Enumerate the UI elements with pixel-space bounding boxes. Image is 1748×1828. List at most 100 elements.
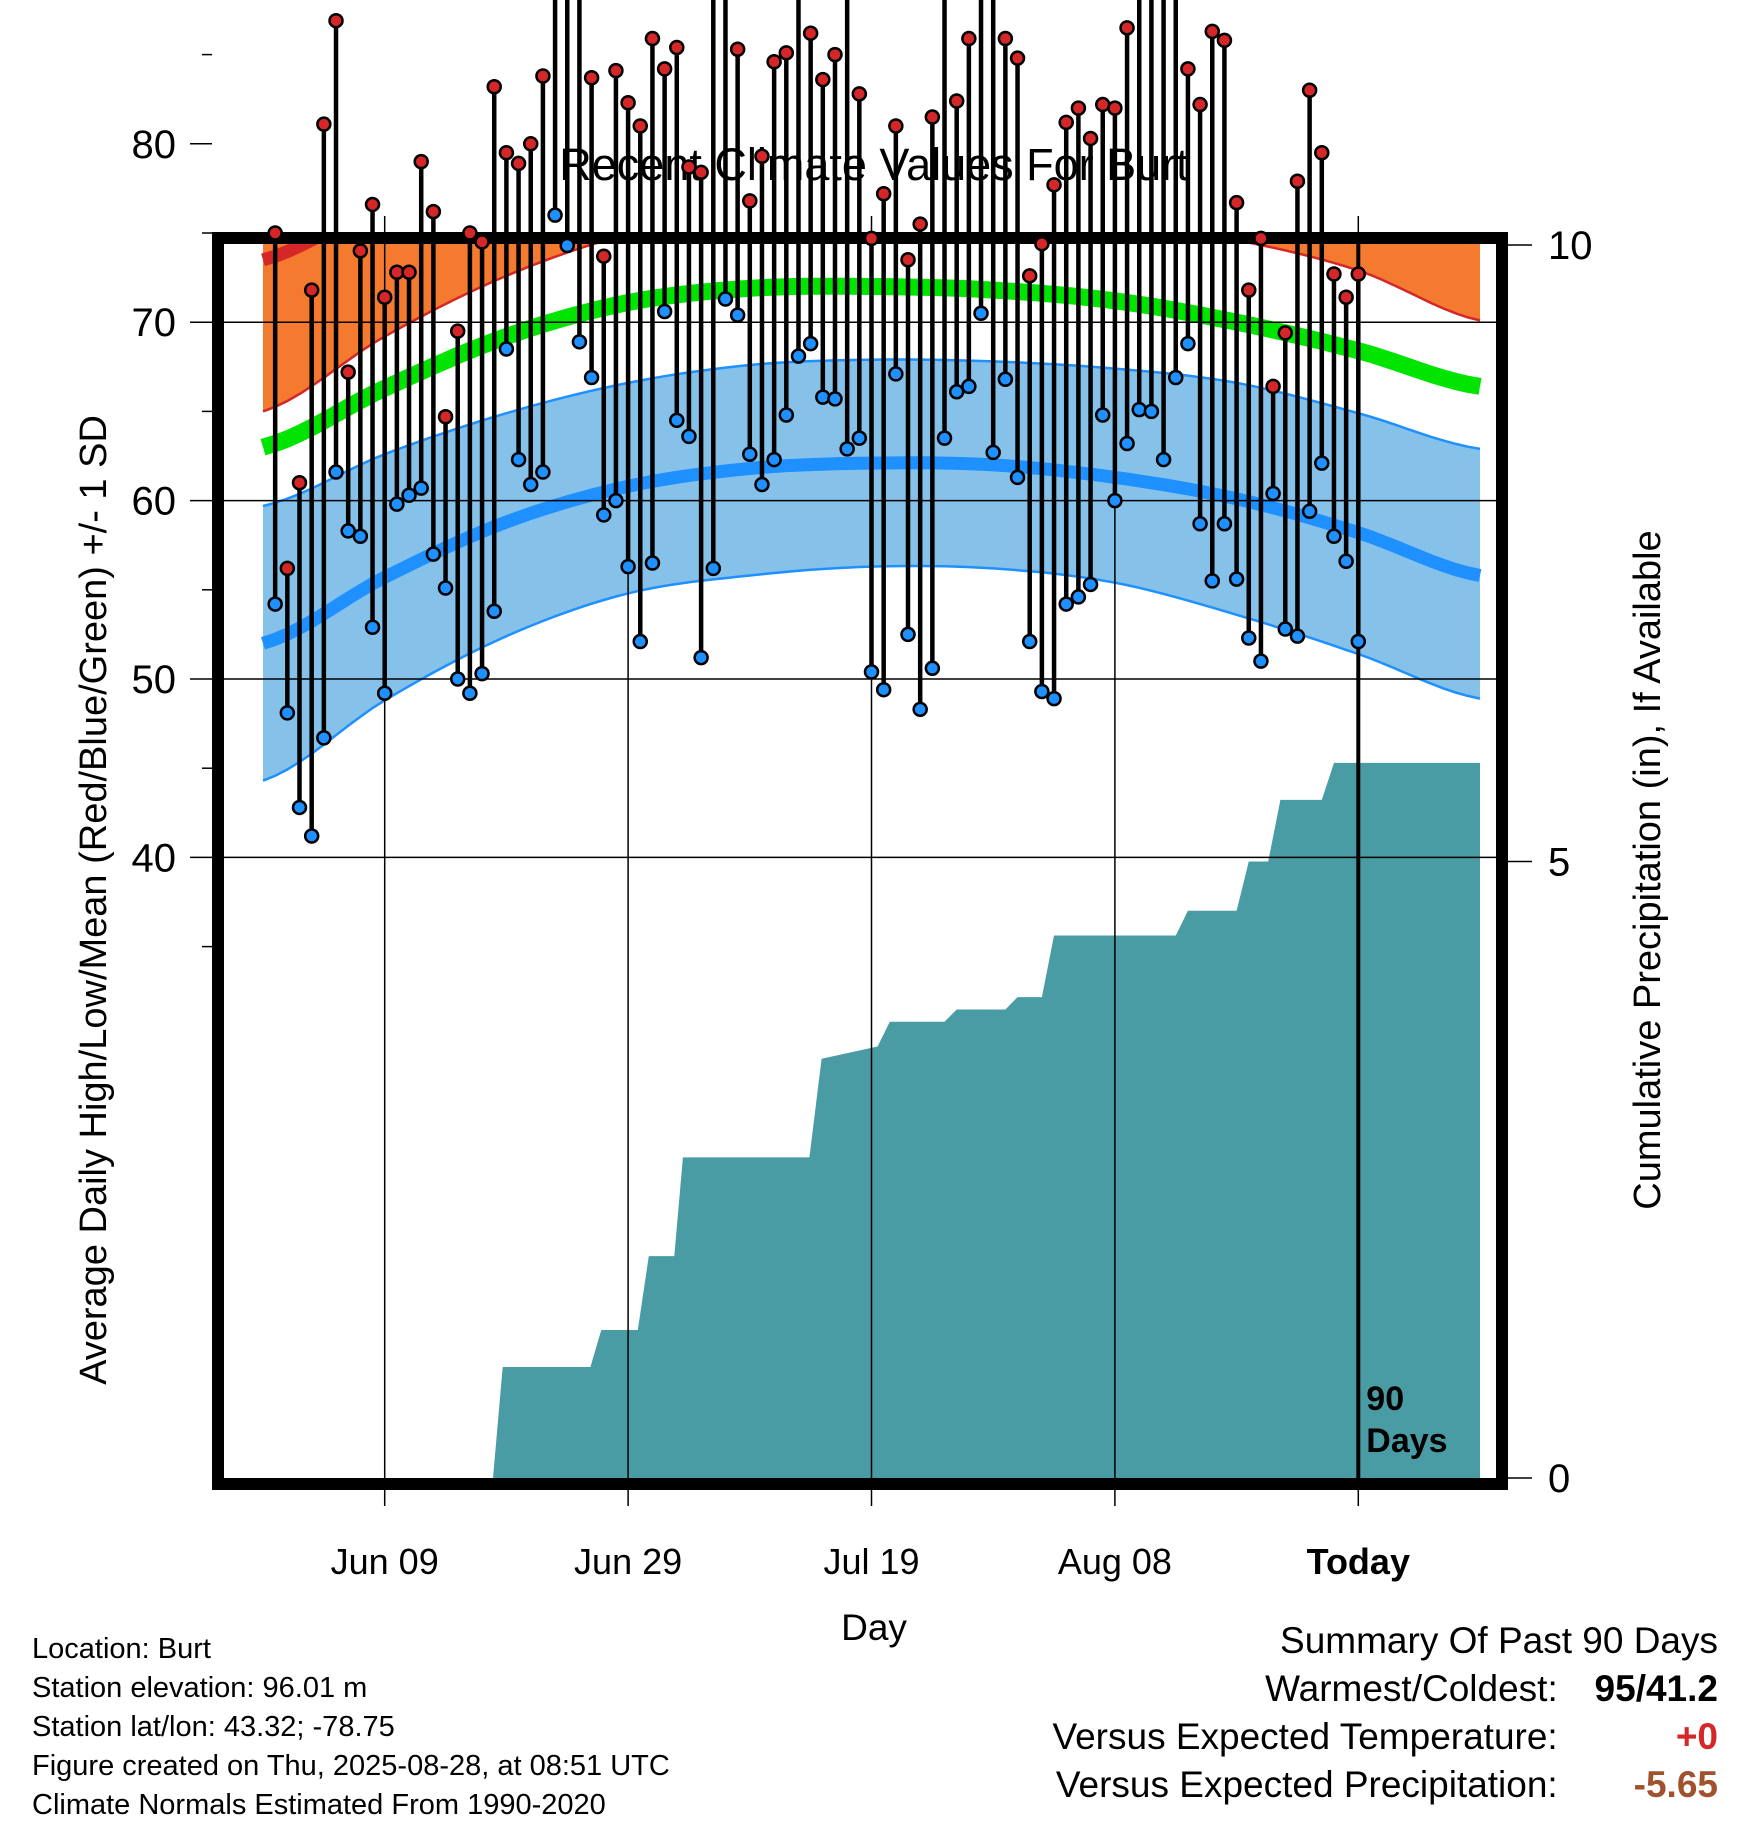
- daily-high-point: [888, 118, 904, 134]
- daily-high-point: [413, 153, 429, 170]
- daily-low-point: [888, 366, 904, 382]
- daily-high-point: [1204, 23, 1221, 40]
- daily-high-point: [997, 30, 1014, 47]
- temp-label: Versus Expected Temperature:: [1052, 1716, 1558, 1757]
- daily-high-point: [303, 282, 320, 298]
- y-tick-label: 40: [132, 836, 177, 880]
- daily-high-point: [802, 25, 819, 41]
- daily-low-point: [608, 492, 624, 509]
- daily-low-point: [1021, 633, 1038, 650]
- x-tick-label: Today: [1307, 1541, 1410, 1582]
- daily-low-point: [1350, 633, 1367, 650]
- daily-high-point: [1119, 20, 1135, 36]
- daily-low-point: [924, 660, 941, 677]
- daily-low-point: [1034, 683, 1050, 700]
- daily-low-point: [498, 341, 515, 357]
- x-tick-label: Jun 09: [331, 1541, 439, 1582]
- daily-high-point: [1192, 96, 1208, 113]
- daily-high-point: [1034, 235, 1050, 252]
- daily-high-point: [1301, 82, 1318, 99]
- daily-high-point: [1009, 50, 1026, 66]
- daily-low-point: [596, 507, 612, 523]
- daily-low-point: [681, 428, 697, 445]
- daily-low-point: [522, 476, 539, 493]
- daily-high-point: [742, 193, 758, 209]
- daily-high-point: [1338, 289, 1354, 305]
- daily-low-point: [1094, 407, 1111, 423]
- y-tick-label: 60: [132, 480, 177, 524]
- daily-low-point: [279, 705, 296, 721]
- daily-high-point: [766, 53, 782, 70]
- daily-high-point: [1082, 130, 1099, 147]
- daily-low-point: [985, 444, 1001, 461]
- daily-high-point: [425, 203, 442, 220]
- period-annotation-line1: 90: [1366, 1380, 1404, 1418]
- daily-high-point: [1241, 282, 1257, 298]
- daily-high-point: [656, 61, 673, 77]
- daily-low-point: [437, 580, 454, 596]
- daily-high-point: [1021, 268, 1038, 284]
- daily-high-point: [693, 164, 709, 181]
- daily-high-point: [681, 159, 697, 175]
- daily-high-point: [632, 118, 649, 134]
- daily-high-point: [449, 323, 466, 339]
- daily-high-point: [474, 234, 490, 250]
- daily-low-point: [1082, 576, 1099, 593]
- daily-high-point: [462, 225, 478, 241]
- daily-low-point: [790, 348, 807, 364]
- normal-low-band: [263, 359, 1480, 781]
- daily-high-point: [875, 186, 892, 202]
- daily-low-point: [1131, 401, 1147, 418]
- daily-low-point: [1058, 596, 1074, 612]
- summary-precip-row: Versus Expected Precipitation: -5.65: [1052, 1761, 1718, 1809]
- daily-high-point: [815, 71, 831, 88]
- daily-low-point: [669, 412, 685, 429]
- daily-low-point: [1168, 369, 1184, 386]
- daily-high-point: [1350, 266, 1367, 282]
- daily-low-point: [766, 451, 782, 468]
- daily-high-point: [851, 86, 868, 102]
- daily-high-point: [510, 155, 527, 172]
- daily-low-point: [863, 664, 880, 680]
- daily-low-point: [802, 335, 819, 352]
- daily-low-point: [1155, 451, 1172, 468]
- daily-high-point: [1216, 32, 1233, 49]
- daily-low-point: [559, 237, 575, 254]
- y-tick-label: 70: [132, 301, 177, 345]
- daily-low-point: [632, 633, 649, 650]
- x-tick-label: Jun 29: [574, 1541, 682, 1582]
- daily-low-point: [413, 480, 429, 496]
- daily-low-point: [948, 384, 965, 400]
- y-axis-label: Average Daily High/Low/Mean (Red/Blue/Gr…: [73, 415, 115, 1385]
- summary-heading: Summary Of Past 90 Days: [1280, 1620, 1718, 1661]
- daily-low-point: [376, 685, 393, 702]
- daily-low-point: [316, 730, 332, 746]
- daily-low-point: [1253, 653, 1269, 669]
- y2-tick-label: 0: [1548, 1457, 1570, 1501]
- normal-high-lower-edge: [262, 244, 1481, 413]
- daily-low-point: [1143, 403, 1160, 420]
- daily-low-point: [510, 451, 527, 468]
- x-tick-label: Aug 08: [1058, 1541, 1172, 1582]
- daily-high-point: [754, 148, 770, 165]
- daily-high-point: [1326, 266, 1342, 282]
- daily-low-point: [656, 303, 673, 320]
- daily-low-point: [1216, 516, 1233, 532]
- daily-low-point: [1107, 492, 1123, 509]
- daily-low-point: [997, 371, 1014, 388]
- daily-high-point: [912, 216, 928, 232]
- daily-high-point: [1265, 378, 1281, 395]
- y2-tick-label: 5: [1548, 841, 1570, 885]
- daily-high-point: [900, 252, 916, 268]
- daily-low-point: [1009, 469, 1026, 486]
- daily-low-point: [474, 665, 490, 682]
- daily-low-point: [1326, 528, 1342, 545]
- daily-high-point: [583, 70, 600, 86]
- daily-high-point: [778, 45, 795, 61]
- daily-low-point: [912, 701, 928, 718]
- daily-low-point: [1289, 628, 1306, 644]
- daily-high-point: [924, 109, 941, 125]
- daily-high-point: [1289, 173, 1306, 190]
- daily-low-point: [815, 389, 831, 405]
